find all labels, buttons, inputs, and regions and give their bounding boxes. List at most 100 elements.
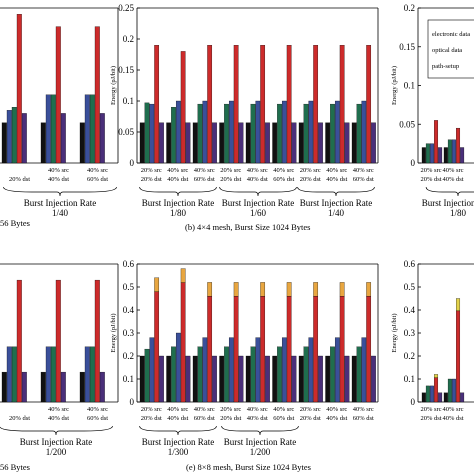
bar [260,296,266,403]
bar [233,296,239,403]
group-label-src: 40% src [442,406,463,413]
bar [272,355,278,403]
bar-cap [207,282,213,297]
bar [154,291,160,403]
y-tick-label: 0.2 [123,351,134,361]
group-label-dst: 60% dst [353,176,374,183]
bar [339,45,345,164]
bar [325,355,331,403]
bar [6,110,12,164]
bar [144,348,150,403]
bar [351,355,357,403]
group-label-dst: 40% dst [247,415,268,422]
group-label-dst: 20% dst [9,415,30,422]
bar [45,346,51,403]
group-label-dst: 40% dst [48,415,69,422]
bar [356,346,362,403]
bar [443,147,448,164]
y-axis-label: Energy (pJ/bit) [110,66,117,105]
group-label-src: 40% src [87,167,108,174]
bar [460,392,465,403]
bar [94,279,100,403]
group-label-src: 40% src [353,406,374,413]
group-label-src: 20% src [141,167,162,174]
bar [425,143,430,164]
bar [144,102,150,164]
bar [21,113,27,164]
group-label-src: 20% src [220,406,241,413]
group-label-dst: 20% dst [420,415,441,422]
y-tick-label: 0.25 [118,3,134,13]
chart-caption: (b) 4×4 mesh, Burst Size 1024 Bytes [185,222,310,232]
bar [192,355,198,403]
bar [197,346,203,403]
bar [356,103,362,164]
rate-value-label: 1/40 [52,208,69,218]
y-tick-label: 0.5 [123,282,135,292]
bar [166,122,172,164]
bar [425,385,430,403]
bar [255,100,261,164]
bar [303,346,309,403]
bar [233,45,239,164]
rate-brace [139,425,217,436]
group-label-src: 40% src [247,406,268,413]
bar [460,147,465,164]
group-label-dst: 40% dst [167,415,188,422]
bar [277,346,282,403]
group-label-src: 40% src [167,406,188,413]
rate-value-label: 1/300 [168,447,189,457]
rate-value-label: 1/200 [250,447,271,457]
bar [139,122,145,164]
group-label-dst: 40% dst [167,176,188,183]
bar [197,103,203,164]
y-tick-label: 0.1 [404,374,415,384]
bar [154,45,160,164]
bar [421,392,426,403]
y-tick-label: 0.05 [399,119,415,129]
rate-brace [0,425,113,436]
group-label-src: 40% src [247,167,268,174]
bar [171,346,176,403]
bar [224,346,229,403]
y-tick-label: 0.2 [404,3,415,13]
chart-e: 0 0.1 0.2 0.3 0.4 0.5 0.6 Energy (pJ/bit) 20% sr… [110,259,379,472]
group-label-dst: 60% dst [87,415,108,422]
group-label-src: 20% src [220,167,241,174]
bar [238,122,244,164]
bar [79,122,85,164]
y-tick-label: 0.05 [118,127,134,137]
bar [308,337,314,403]
group-label-src: 40% src [194,167,215,174]
group-label-dst: 40% dst [442,415,463,422]
rate-value-label: 1/80 [450,208,467,218]
bar [303,103,309,164]
bar [447,378,452,403]
chart-top-left-partial: 20% dst 40% src 40% dst 40% src 60% dst Burst… [0,7,119,228]
bar [219,122,225,164]
group-label-dst: 20% dst [141,176,162,183]
bar-cap [260,282,266,297]
bar [159,122,164,164]
y-tick-label: 0.15 [118,65,134,75]
chart-caption: 56 Bytes [0,218,30,228]
group-label-src: 20% src [300,167,321,174]
bar [11,107,17,164]
group-label-src: 20% src [141,406,162,413]
bar [318,355,323,403]
bar [84,94,90,164]
bar [265,122,270,164]
bar [351,122,357,164]
group-label-dst: 20% dst [220,415,241,422]
y-tick-label: 0 [411,158,416,168]
rate-brace [139,186,217,197]
bar [260,45,266,164]
bar [434,120,439,164]
group-label-dst: 60% dst [194,176,215,183]
bar [443,392,448,403]
bar [298,122,304,164]
rate-value-label: 1/60 [250,208,267,218]
bar [45,94,51,164]
bar [21,371,27,403]
group-label-src: 40% src [326,167,347,174]
